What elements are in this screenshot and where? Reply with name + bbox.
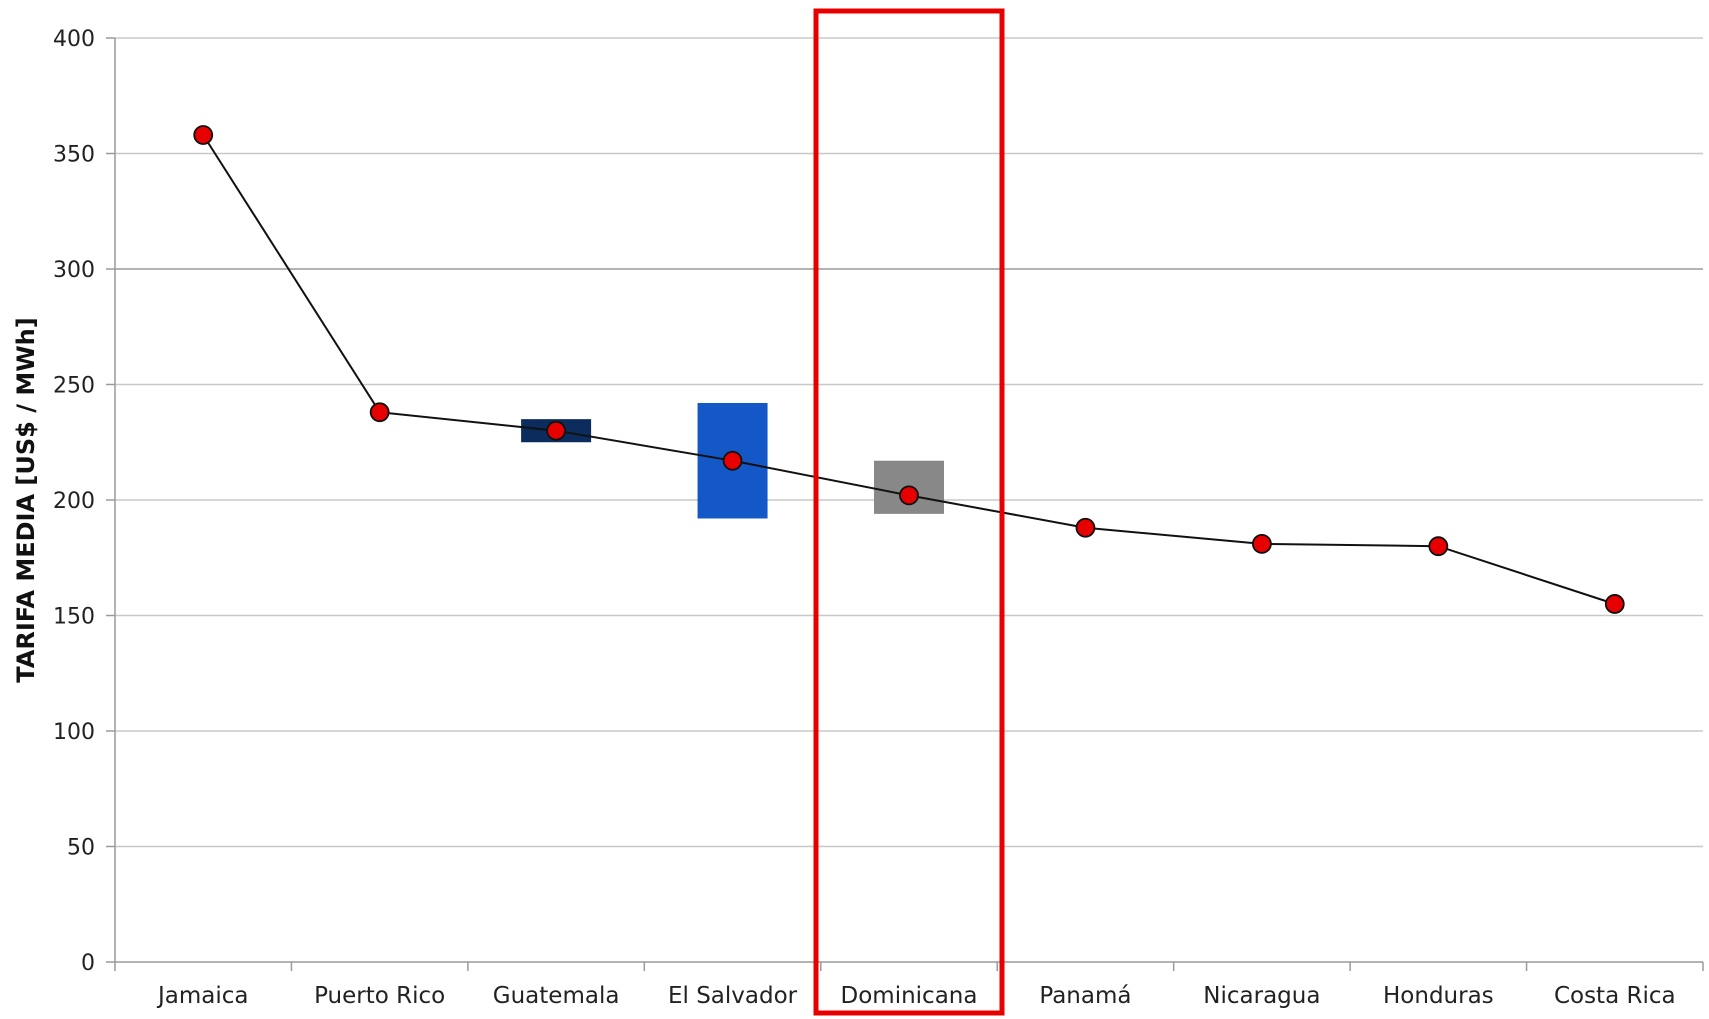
y-axis-title: TARIFA MEDIA [US$ / MWh] xyxy=(12,317,40,682)
data-point xyxy=(1604,594,1625,614)
x-tick-label: Puerto Rico xyxy=(314,983,445,1009)
axes xyxy=(106,37,1704,971)
y-tick-label: 0 xyxy=(81,951,95,976)
series-markers xyxy=(193,125,1625,614)
y-tick-label: 250 xyxy=(53,374,95,399)
x-tick-label: Guatemala xyxy=(493,983,620,1009)
x-tick-label: Honduras xyxy=(1383,983,1494,1009)
x-tick-label: Jamaica xyxy=(156,983,249,1009)
y-tick-label: 350 xyxy=(53,143,95,168)
x-tick-label: Nicaragua xyxy=(1203,983,1320,1009)
y-tick-label: 200 xyxy=(53,489,95,514)
highlight-box xyxy=(813,8,1005,1016)
labels: 0 50 100 150 200 250 300 350 400 Jamaica Puerto Ri… xyxy=(53,27,1676,1009)
data-point xyxy=(722,450,743,471)
y-tick-label: 50 xyxy=(67,836,95,861)
data-point xyxy=(193,125,214,145)
data-point xyxy=(899,485,919,506)
data-point xyxy=(1251,533,1272,554)
y-tick-label: 300 xyxy=(53,258,95,283)
data-point xyxy=(1428,536,1449,557)
x-tick-label: El Salvador xyxy=(668,983,798,1009)
x-tick-label: Panamá xyxy=(1039,983,1131,1009)
grid-lines xyxy=(115,37,1703,848)
data-point xyxy=(1075,517,1096,538)
series-line-path xyxy=(202,134,1616,605)
series-line xyxy=(202,134,1616,605)
x-tick-label: Dominicana xyxy=(841,983,978,1009)
highlight-rect xyxy=(813,8,1005,1016)
data-point xyxy=(369,402,390,423)
y-tick-label: 150 xyxy=(53,605,95,630)
y-tick-label: 100 xyxy=(53,720,95,745)
y-tick-label: 400 xyxy=(53,27,95,52)
x-tick-label: Costa Rica xyxy=(1554,983,1676,1009)
data-point xyxy=(546,420,567,441)
